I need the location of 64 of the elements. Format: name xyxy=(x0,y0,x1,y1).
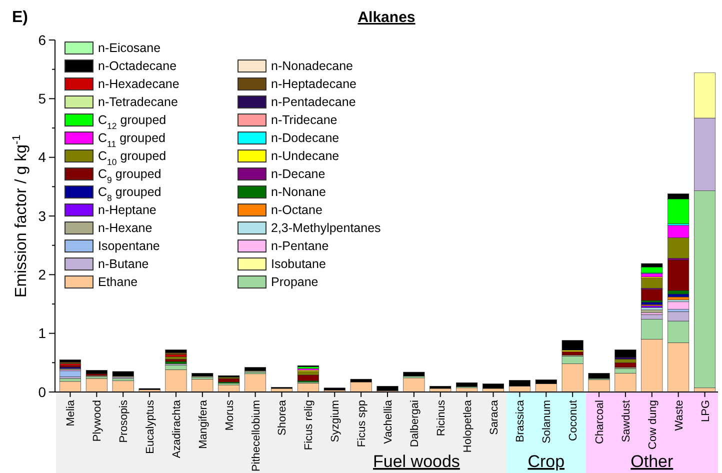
legend-label: n-Pentane xyxy=(271,239,329,253)
legend-label: Ethane xyxy=(98,275,138,289)
text: E) xyxy=(12,9,28,26)
x-tick-label: Shorea xyxy=(276,399,289,436)
text: Other xyxy=(630,452,674,471)
legend-label: n-Decane xyxy=(271,167,326,181)
legend-label: n-Tridecane xyxy=(271,113,338,127)
x-tick-label: LPG xyxy=(700,400,712,422)
legend-label: C$_{8}$ grouped xyxy=(98,185,162,203)
legend-label: n-Undecane xyxy=(271,149,340,163)
x-tick-label: Holopetlea xyxy=(462,399,474,453)
legend-label: n-Hexane xyxy=(98,221,152,235)
legend-label: Isopentane xyxy=(98,239,160,253)
y-tick-label: 6 xyxy=(38,32,46,48)
text: Fuel woods xyxy=(373,452,460,471)
x-tick-label: Eucalyptus xyxy=(144,400,157,454)
legend-label: 2,3-Methylpentanes xyxy=(271,221,381,235)
x-tick-label: Cow dung xyxy=(646,400,659,450)
legend-label: n-Octadecane xyxy=(98,59,177,73)
x-tick-label: Waste xyxy=(673,400,686,431)
x-tick-label: Saraca xyxy=(488,399,500,435)
x-tick-label: Prosopis xyxy=(118,400,130,443)
y-tick-label: 5 xyxy=(38,90,46,107)
legend-label: n-Heptadecane xyxy=(271,77,357,91)
y-tick-label: 2 xyxy=(38,266,46,283)
x-tick-label: Coconut xyxy=(568,400,580,441)
x-tick-label: Ficus relig xyxy=(303,400,316,450)
x-tick-label: Plywood xyxy=(92,400,104,442)
y-tick-label: 4 xyxy=(38,149,46,166)
text: Crop xyxy=(528,452,565,471)
x-tick-label: Ricinus xyxy=(435,400,448,436)
legend-label: n-Heptane xyxy=(98,203,156,217)
legend-label: Isobutane xyxy=(271,257,326,271)
y-tick-label: 1 xyxy=(38,325,46,342)
legend-label: C$_{11}$ grouped xyxy=(98,131,166,149)
x-tick-label: Solanum xyxy=(541,400,554,444)
legend-label: C$_{9}$ grouped xyxy=(98,167,162,185)
x-tick-label: Charcoal xyxy=(594,400,606,444)
x-tick-label: Morus xyxy=(224,400,236,431)
y-tick-label: 0 xyxy=(38,384,46,400)
legend-label: n-Butane xyxy=(98,257,149,271)
x-tick-label: Azadirachta xyxy=(170,399,183,458)
legend-label: C$_{12}$ grouped xyxy=(98,113,166,131)
legend-label: n-Dodecane xyxy=(271,131,340,145)
x-tick-label: Syzgium xyxy=(330,400,342,442)
legend-label: n-Eicosane xyxy=(98,41,161,55)
x-tick-label: Brassica xyxy=(514,399,527,442)
legend-label: n-Nonane xyxy=(271,185,326,199)
x-tick-label: Ficus spp xyxy=(356,400,368,448)
legend-label: n-Nonadecane xyxy=(271,59,354,73)
x-tick-label: Dalbergai xyxy=(408,400,421,448)
x-tick-label: Vachellia xyxy=(382,399,394,444)
legend-label: C$_{10}$ grouped xyxy=(98,149,166,167)
legend-label: n-Tetradecane xyxy=(98,95,178,109)
legend-label: n-Hexadecane xyxy=(98,77,180,91)
chart-title: Alkanes xyxy=(358,9,416,26)
legend-label: n-Pentadecane xyxy=(271,95,356,109)
x-tick-label: Melia xyxy=(65,399,78,426)
legend-label: n-Octane xyxy=(271,203,322,217)
x-tick-label: Sawdust xyxy=(620,400,632,442)
y-tick-label: 3 xyxy=(38,208,46,224)
x-tick-label: Mangifera xyxy=(197,399,210,449)
x-tick-label: Pithecellobium xyxy=(250,400,262,472)
legend-label: Propane xyxy=(271,275,318,289)
